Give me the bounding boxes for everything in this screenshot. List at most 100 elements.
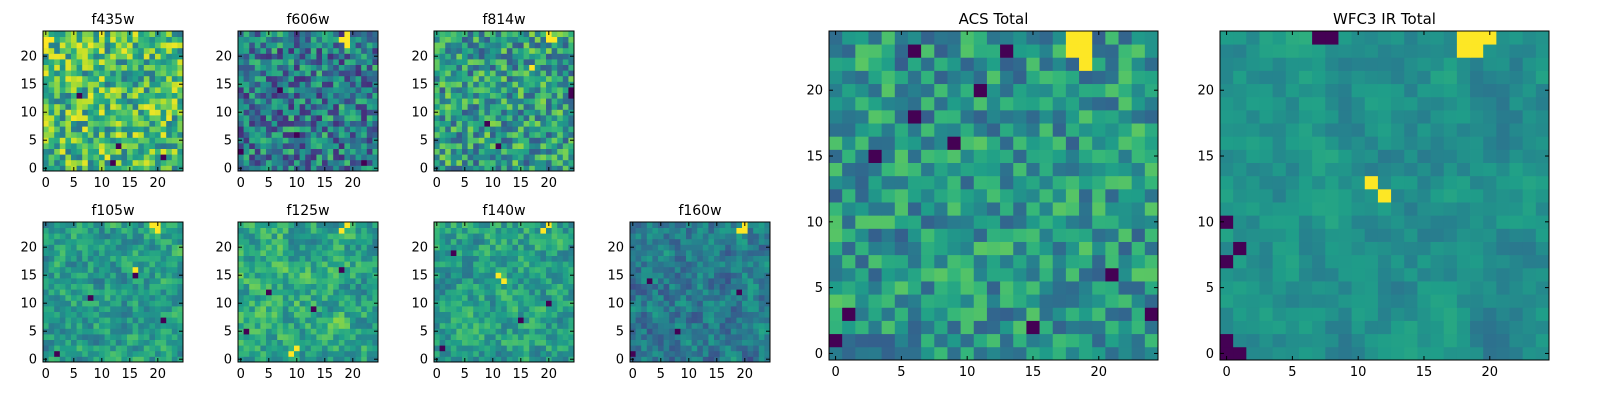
heatmap-cell xyxy=(518,103,524,110)
heatmap-cell xyxy=(434,126,440,133)
heatmap-cell xyxy=(490,317,496,324)
heatmap-cell xyxy=(462,75,468,82)
heatmap-cell xyxy=(473,137,480,144)
heatmap-cell xyxy=(523,289,530,296)
heatmap-cell xyxy=(646,266,653,273)
heatmap-cell xyxy=(551,137,558,144)
heatmap-cell xyxy=(99,120,105,127)
heatmap-cell xyxy=(282,154,289,161)
heatmap-cell xyxy=(115,317,122,324)
heatmap-cell xyxy=(59,356,66,363)
heatmap-cell xyxy=(439,103,446,110)
heatmap-cell xyxy=(138,36,145,43)
heatmap-cell xyxy=(171,120,178,127)
heatmap-cell xyxy=(71,137,77,144)
heatmap-cell xyxy=(138,115,145,121)
heatmap-cell xyxy=(238,339,244,346)
heatmap-cell xyxy=(93,87,100,93)
heatmap-cell xyxy=(829,333,843,348)
heatmap-cell xyxy=(238,345,244,352)
heatmap-cell xyxy=(490,120,496,127)
heatmap-cell xyxy=(333,143,340,149)
heatmap-cell xyxy=(1131,294,1146,308)
heatmap-cell xyxy=(338,87,345,93)
heatmap-cell xyxy=(160,328,167,335)
heatmap-cell xyxy=(534,31,541,37)
heatmap-cell xyxy=(1000,294,1014,308)
heatmap-cell xyxy=(327,109,334,116)
heatmap-cell xyxy=(434,47,440,54)
heatmap-cell xyxy=(518,148,524,155)
heatmap-cell xyxy=(243,238,250,245)
heatmap-cell xyxy=(881,294,896,308)
heatmap-cell xyxy=(260,42,267,49)
heatmap-cell xyxy=(501,120,508,127)
heatmap-cell xyxy=(254,222,261,228)
heatmap-cell xyxy=(450,266,457,273)
heatmap-cell xyxy=(249,311,256,318)
heatmap-cell xyxy=(127,53,133,60)
heatmap-cell xyxy=(1039,254,1054,269)
heatmap-cell xyxy=(439,261,446,268)
heatmap-cell xyxy=(753,233,760,240)
heatmap-cell xyxy=(143,233,150,240)
heatmap-cell xyxy=(338,334,345,340)
heatmap-cell xyxy=(450,47,457,54)
heatmap-cell xyxy=(71,92,77,99)
heatmap-cell xyxy=(76,283,83,290)
heatmap-cell xyxy=(635,272,642,279)
heatmap-cell xyxy=(43,70,49,77)
heatmap-cell xyxy=(478,98,485,105)
heatmap-cell xyxy=(305,272,312,279)
heatmap-cell xyxy=(439,345,446,352)
heatmap-cell xyxy=(562,120,569,127)
heatmap-cell xyxy=(76,75,83,82)
heatmap-cell xyxy=(93,120,100,127)
heatmap-cell xyxy=(450,154,457,161)
heatmap-cell xyxy=(87,250,94,256)
heatmap-cell xyxy=(484,339,491,346)
heatmap-cell xyxy=(907,228,922,242)
heatmap-cell xyxy=(344,70,351,77)
heatmap-cell xyxy=(534,222,541,228)
heatmap-cell xyxy=(160,233,167,240)
heatmap-cell xyxy=(1131,281,1146,295)
heatmap-cell xyxy=(490,81,496,88)
heatmap-cell xyxy=(947,149,961,163)
heatmap-cell xyxy=(663,350,670,357)
heatmap-cell xyxy=(540,255,547,262)
heatmap-cell xyxy=(478,103,485,110)
heatmap-cell xyxy=(697,306,704,312)
heatmap-cell xyxy=(260,261,267,268)
heatmap-cell xyxy=(166,143,173,149)
heatmap-cell xyxy=(674,300,681,307)
heatmap-cell xyxy=(467,53,474,60)
heatmap-cell xyxy=(1131,162,1146,177)
heatmap-cell xyxy=(501,311,508,318)
heatmap-cell xyxy=(630,339,636,346)
heatmap-cell xyxy=(82,345,89,352)
heatmap-cell xyxy=(658,334,664,340)
heatmap-cell xyxy=(674,334,681,340)
heatmap-cell xyxy=(277,126,284,133)
heatmap-cell xyxy=(166,345,173,352)
heatmap-cell xyxy=(266,233,272,240)
heatmap-cell xyxy=(1052,188,1067,203)
heatmap-cell xyxy=(160,154,167,161)
heatmap-cell xyxy=(445,154,452,161)
heatmap-cell xyxy=(512,356,519,363)
heatmap-cell xyxy=(462,159,468,166)
heatmap-cell xyxy=(76,255,83,262)
heatmap-cell xyxy=(1092,228,1106,242)
heatmap-cell xyxy=(127,311,133,318)
heatmap-cell xyxy=(501,64,508,71)
y-tick-label: 15 xyxy=(215,269,232,284)
heatmap-cell xyxy=(310,300,317,307)
heatmap-cell xyxy=(652,266,659,273)
heatmap-cell xyxy=(322,350,328,357)
heatmap-cell xyxy=(238,64,244,71)
heatmap-cell xyxy=(104,238,111,245)
heatmap-cell xyxy=(473,87,480,93)
heatmap-cell xyxy=(1092,267,1106,282)
heatmap-cell xyxy=(478,250,485,256)
